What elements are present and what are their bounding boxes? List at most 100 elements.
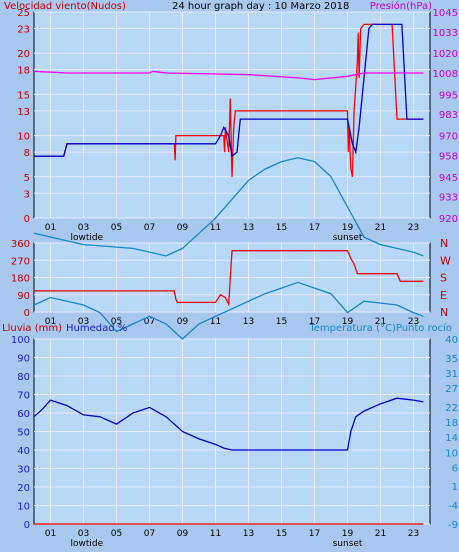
y-tick-label: 90 bbox=[17, 291, 30, 302]
x-tick-label: 13 bbox=[243, 317, 254, 327]
x-tick-label: 13 bbox=[243, 223, 254, 233]
humidity-label: Humedad % bbox=[66, 323, 127, 334]
chart-title: 24 hour graph day : 10 Marzo 2018 bbox=[172, 1, 349, 12]
x-tick-label: 07 bbox=[144, 223, 155, 233]
marker-label: sunset bbox=[333, 233, 363, 243]
y-tick-label: 20 bbox=[17, 49, 30, 60]
y2-tick-label: 14 bbox=[445, 433, 458, 444]
y2-tick-label: 933 bbox=[439, 193, 458, 204]
x-tick-label: 21 bbox=[375, 223, 386, 233]
right-axis-label: Presión(hPa) bbox=[370, 0, 432, 12]
y-tick-label: 90 bbox=[17, 354, 30, 365]
x-tick-label: 23 bbox=[408, 223, 419, 233]
series-line-2 bbox=[33, 70, 424, 81]
marker-label: sunset bbox=[333, 539, 363, 549]
x-tick-label: 05 bbox=[111, 529, 122, 539]
temperature-label: Temperatura (°C)Punto rocío bbox=[308, 322, 452, 334]
x-tick-label: 15 bbox=[276, 529, 287, 539]
y2-tick-label: 22 bbox=[445, 403, 458, 414]
y2-tick-label: 920 bbox=[439, 214, 458, 225]
y2-tick-label: 18 bbox=[445, 418, 458, 429]
y-tick-label: 270 bbox=[11, 256, 30, 267]
series-line-0 bbox=[34, 23, 424, 177]
x-tick-label: 05 bbox=[111, 317, 122, 327]
left-axis-label: Velocidad viento(Nudos) bbox=[4, 1, 126, 12]
compass-label: N bbox=[440, 237, 448, 250]
y-tick-label: 30 bbox=[17, 465, 30, 476]
x-tick-label: 19 bbox=[342, 317, 354, 327]
y-tick-label: 0 bbox=[24, 214, 30, 225]
y-tick-label: 10 bbox=[17, 502, 30, 513]
y-tick-label: 8 bbox=[24, 148, 30, 159]
compass-label: E bbox=[440, 289, 447, 302]
compass-label: N bbox=[440, 306, 448, 319]
x-tick-label: 09 bbox=[177, 223, 189, 233]
series-line-0 bbox=[34, 250, 424, 307]
x-tick-label: 17 bbox=[309, 529, 320, 539]
x-tick-label: 03 bbox=[78, 529, 89, 539]
y2-tick-label: 35 bbox=[445, 354, 458, 365]
y-tick-label: 23 bbox=[17, 24, 30, 35]
y2-tick-label: 6 bbox=[452, 463, 458, 474]
y2-tick-label: 958 bbox=[439, 151, 458, 162]
y-tick-label: 0 bbox=[24, 520, 30, 531]
x-tick-label: 15 bbox=[276, 223, 287, 233]
y2-tick-label: 1033 bbox=[433, 28, 458, 39]
y-tick-label: 5 bbox=[24, 173, 30, 184]
y-tick-label: 50 bbox=[17, 428, 30, 439]
y-tick-label: 10 bbox=[17, 132, 30, 143]
x-tick-label: 07 bbox=[144, 529, 155, 539]
x-tick-label: 15 bbox=[276, 317, 287, 327]
x-tick-label: 19 bbox=[342, 223, 354, 233]
x-tick-label: 23 bbox=[408, 529, 419, 539]
x-tick-label: 17 bbox=[309, 223, 320, 233]
x-tick-label: 01 bbox=[45, 317, 56, 327]
y-tick-label: 20 bbox=[17, 483, 30, 494]
marker-label: lowtide bbox=[70, 539, 103, 549]
y2-tick-label: 1045 bbox=[433, 8, 458, 19]
y-tick-label: 15 bbox=[17, 90, 30, 101]
x-tick-label: 03 bbox=[78, 317, 89, 327]
y2-tick-label: 945 bbox=[439, 173, 458, 184]
y2-tick-label: 40 bbox=[445, 335, 458, 346]
y-tick-label: 25 bbox=[17, 8, 30, 19]
y-tick-label: 100 bbox=[11, 335, 30, 346]
y-tick-label: 40 bbox=[17, 446, 30, 457]
series-line-0 bbox=[33, 397, 424, 451]
x-tick-label: 17 bbox=[309, 317, 320, 327]
y2-tick-label: 970 bbox=[439, 132, 458, 143]
rain-label: Lluvia (mm) bbox=[2, 323, 62, 334]
y-tick-label: 80 bbox=[17, 372, 30, 383]
y-tick-label: 180 bbox=[11, 274, 30, 285]
y2-tick-label: 1 bbox=[452, 482, 458, 493]
y-tick-label: 70 bbox=[17, 391, 30, 402]
x-tick-label: 07 bbox=[144, 317, 155, 327]
x-tick-label: 11 bbox=[210, 529, 221, 539]
x-tick-label: 21 bbox=[375, 529, 386, 539]
x-tick-label: 09 bbox=[177, 529, 189, 539]
x-tick-label: 11 bbox=[210, 223, 221, 233]
x-tick-label: 21 bbox=[375, 317, 386, 327]
x-tick-label: 01 bbox=[45, 529, 56, 539]
y2-tick-label: 1020 bbox=[433, 49, 458, 60]
x-tick-label: 11 bbox=[210, 317, 221, 327]
y-tick-label: 18 bbox=[17, 66, 30, 77]
y2-tick-label: 27 bbox=[445, 384, 458, 395]
x-tick-label: 13 bbox=[243, 529, 254, 539]
series-line-1 bbox=[34, 23, 424, 158]
x-tick-label: 01 bbox=[45, 223, 56, 233]
y2-tick-label: 983 bbox=[439, 110, 458, 121]
x-tick-label: 09 bbox=[177, 317, 189, 327]
y-tick-label: 0 bbox=[24, 308, 30, 319]
y-tick-label: 13 bbox=[17, 107, 30, 118]
y2-tick-label: -4 bbox=[448, 501, 458, 512]
y-tick-label: 3 bbox=[24, 189, 30, 200]
series-line-1 bbox=[33, 157, 424, 257]
x-tick-label: 19 bbox=[342, 529, 354, 539]
y2-tick-label: 10 bbox=[445, 448, 458, 459]
y2-tick-label: 1008 bbox=[433, 69, 458, 80]
series-line-2 bbox=[33, 281, 424, 340]
y2-tick-label: -9 bbox=[448, 520, 458, 531]
